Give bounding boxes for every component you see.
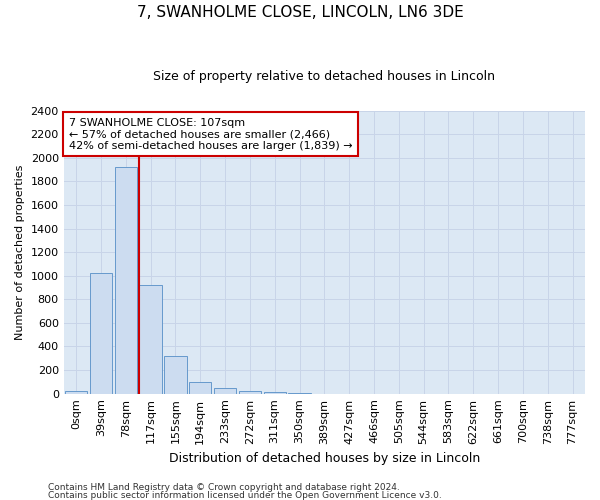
Bar — [214, 388, 236, 394]
Bar — [139, 285, 162, 394]
Text: 7 SWANHOLME CLOSE: 107sqm
← 57% of detached houses are smaller (2,466)
42% of se: 7 SWANHOLME CLOSE: 107sqm ← 57% of detac… — [69, 118, 353, 151]
Bar — [164, 356, 187, 394]
X-axis label: Distribution of detached houses by size in Lincoln: Distribution of detached houses by size … — [169, 452, 480, 465]
Text: Contains public sector information licensed under the Open Government Licence v3: Contains public sector information licen… — [48, 490, 442, 500]
Bar — [115, 167, 137, 394]
Bar — [90, 274, 112, 394]
Text: 7, SWANHOLME CLOSE, LINCOLN, LN6 3DE: 7, SWANHOLME CLOSE, LINCOLN, LN6 3DE — [137, 5, 463, 20]
Bar — [239, 390, 261, 394]
Title: Size of property relative to detached houses in Lincoln: Size of property relative to detached ho… — [154, 70, 496, 83]
Bar — [189, 382, 211, 394]
Bar — [263, 392, 286, 394]
Text: Contains HM Land Registry data © Crown copyright and database right 2024.: Contains HM Land Registry data © Crown c… — [48, 482, 400, 492]
Y-axis label: Number of detached properties: Number of detached properties — [15, 164, 25, 340]
Bar — [65, 392, 87, 394]
Bar — [289, 393, 311, 394]
